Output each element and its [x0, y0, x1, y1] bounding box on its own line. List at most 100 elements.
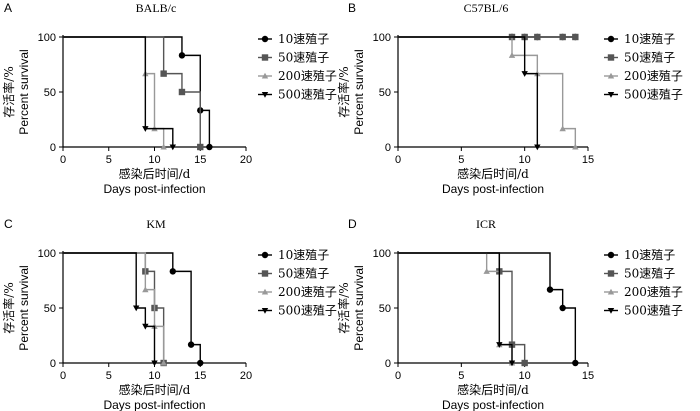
legend-label: 200速殖子 — [624, 68, 683, 83]
series-2 — [398, 36, 579, 150]
legend-label: 10速殖子 — [278, 247, 329, 262]
series-line — [63, 36, 201, 147]
series-1 — [63, 252, 167, 367]
panel-title: KM — [146, 217, 166, 231]
legend-label: 500速殖子 — [278, 87, 337, 102]
panel-title: C57BL/6 — [464, 1, 509, 15]
series-line — [398, 36, 539, 147]
x-axis-label: Days post-infection — [442, 398, 544, 411]
series-0 — [63, 252, 204, 367]
panel-title: ICR — [476, 217, 496, 231]
series-point — [534, 33, 541, 41]
legend-label: 10速殖子 — [624, 31, 675, 46]
series-point — [206, 143, 213, 151]
legend: 10速殖子 50速殖子 200速殖子 500速殖子 — [258, 247, 337, 318]
series-line — [398, 36, 577, 147]
legend-marker — [607, 288, 615, 295]
series-point — [151, 360, 158, 367]
x-tick-label: 10 — [519, 370, 531, 382]
y-tick-label: 0 — [50, 142, 56, 154]
x-tick-label: 0 — [60, 370, 66, 382]
legend-marker — [261, 54, 269, 61]
legend-marker — [607, 91, 615, 98]
y-tick-label: 100 — [38, 32, 56, 44]
legend-label: 200速殖子 — [278, 284, 337, 299]
legend: 10速殖子 50速殖子 200速殖子 500速殖子 — [604, 247, 683, 318]
legend-marker — [261, 270, 269, 277]
x-axis-label: Days post-infection — [103, 398, 205, 411]
legend-label: 50速殖子 — [278, 266, 329, 281]
series-line — [63, 252, 156, 363]
series-point — [572, 359, 579, 367]
y-axis-label-cn: 存活率/% — [1, 282, 16, 333]
series-1 — [63, 36, 204, 151]
y-tick-label: 50 — [44, 303, 56, 315]
legend-label: 10速殖子 — [278, 31, 329, 46]
series-line — [398, 252, 513, 363]
x-tick-label: 5 — [458, 154, 464, 166]
x-tick-label: 0 — [60, 154, 66, 166]
panel-letter: C — [4, 217, 13, 231]
series-point — [572, 33, 579, 41]
series-point — [197, 359, 204, 367]
x-tick-label: 15 — [582, 370, 594, 382]
series-point — [187, 341, 195, 348]
legend-marker — [607, 35, 615, 43]
series-point — [160, 359, 167, 366]
legend-marker — [261, 288, 269, 295]
series-point — [483, 268, 490, 274]
series-point — [169, 144, 176, 151]
series-2 — [63, 252, 167, 366]
y-axis-label: Percent survival — [17, 265, 31, 350]
legend-marker — [607, 251, 615, 259]
series-point — [142, 286, 149, 293]
series-point — [160, 143, 167, 150]
legend-marker — [261, 251, 269, 259]
y-tick-label: 50 — [379, 87, 391, 99]
y-tick-label: 100 — [373, 32, 391, 44]
y-axis-label-cn: 存活率/% — [336, 282, 351, 333]
y-axis-label-cn: 存活率/% — [1, 66, 16, 117]
x-tick-label: 5 — [106, 154, 112, 166]
legend-label: 500速殖子 — [624, 303, 683, 318]
legend-marker — [607, 270, 615, 277]
series-point — [559, 125, 566, 132]
y-tick-label: 100 — [38, 248, 56, 260]
series-point — [572, 143, 579, 150]
x-tick-label: 15 — [582, 154, 594, 166]
series-point — [169, 268, 176, 275]
legend-marker — [261, 91, 269, 98]
y-tick-label: 100 — [373, 248, 391, 260]
y-tick-label: 50 — [44, 87, 56, 99]
series-point — [142, 126, 149, 132]
y-tick-label: 0 — [50, 358, 56, 370]
y-tick-label: 50 — [379, 303, 391, 315]
series-point — [508, 360, 516, 367]
legend-marker — [607, 307, 615, 314]
legend-label: 50速殖子 — [624, 266, 675, 281]
x-tick-label: 10 — [148, 154, 160, 166]
series-line — [63, 252, 201, 363]
series-3 — [398, 36, 541, 151]
series-point — [178, 52, 186, 59]
legend-marker — [261, 72, 269, 79]
legend: 10速殖子 50速殖子 200速殖子 500速殖子 — [258, 31, 337, 102]
x-tick-label: 10 — [148, 370, 160, 382]
panel-title: BALB/c — [136, 1, 177, 15]
series-line — [398, 252, 513, 363]
series-point — [521, 71, 528, 77]
series-point — [160, 70, 167, 77]
series-line — [63, 252, 165, 363]
x-tick-label: 0 — [395, 370, 401, 382]
legend-label: 50速殖子 — [278, 50, 329, 65]
series-point — [534, 144, 541, 151]
series-0 — [63, 36, 213, 151]
x-axis-label-cn: 感染后时间/d — [119, 382, 191, 397]
legend-marker — [261, 307, 269, 314]
x-axis-label-cn: 感染后时间/d — [457, 382, 529, 397]
x-tick-label: 5 — [106, 370, 112, 382]
